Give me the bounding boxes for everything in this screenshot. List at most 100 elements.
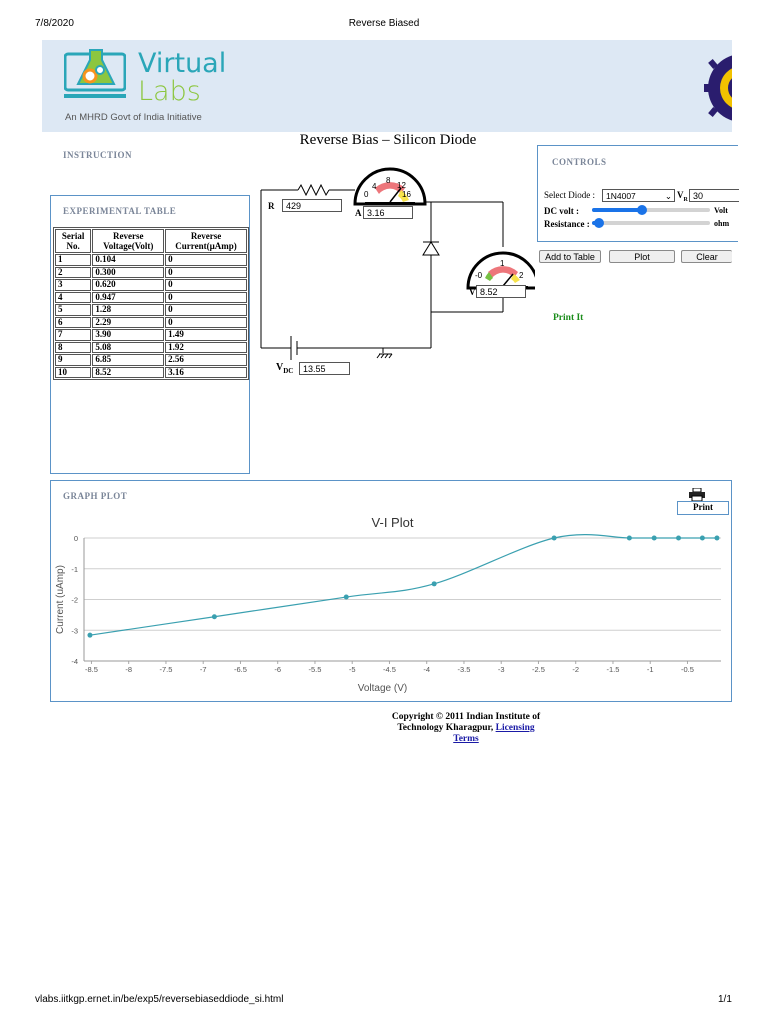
x-tick-label: -4.5 bbox=[383, 665, 396, 674]
current-cell: 0 bbox=[165, 266, 247, 278]
data-point bbox=[714, 535, 720, 541]
ammeter-label: A bbox=[355, 208, 362, 218]
x-tick-label: -8.5 bbox=[85, 665, 98, 674]
graph-print-button[interactable]: Print bbox=[677, 501, 729, 515]
serial-cell: 2 bbox=[55, 266, 92, 278]
current-cell: 0 bbox=[165, 316, 247, 328]
voltmeter-tick-2: 2 bbox=[519, 271, 524, 280]
current-cell: 0 bbox=[165, 304, 247, 316]
y-tick-label: -2 bbox=[71, 596, 78, 605]
experimental-table: Serial No. Reverse Voltage(Volt) Reverse… bbox=[53, 227, 249, 380]
data-point bbox=[626, 535, 632, 541]
dc-volt-label: DC volt : bbox=[544, 206, 579, 216]
x-tick-label: -5 bbox=[349, 665, 356, 674]
page-title: Reverse Bias – Silicon Diode bbox=[299, 132, 477, 148]
experimental-table-panel: EXPERIMENTAL TABLE Serial No. Reverse Vo… bbox=[50, 195, 250, 474]
dc-volt-slider[interactable] bbox=[592, 205, 710, 215]
voltmeter-tick-1: 1 bbox=[500, 259, 505, 268]
data-point bbox=[431, 581, 437, 587]
print-it-link[interactable]: Print It bbox=[553, 313, 584, 323]
x-tick-label: -0.5 bbox=[681, 665, 694, 674]
table-row: 4 0.947 0 bbox=[55, 291, 247, 303]
resistance-unit: ohm bbox=[714, 219, 730, 228]
y-tick-label: -4 bbox=[71, 657, 78, 666]
copyright-text: Copyright © 2011 Indian Institute of Tec… bbox=[391, 712, 541, 744]
x-tick-label: -2 bbox=[572, 665, 579, 674]
add-to-table-button[interactable]: Add to Table bbox=[539, 250, 601, 263]
voltage-cell: 6.85 bbox=[92, 354, 165, 366]
x-tick-label: -2.5 bbox=[532, 665, 545, 674]
voltage-cell: 0.947 bbox=[92, 291, 165, 303]
serial-cell: 7 bbox=[55, 329, 92, 341]
serial-cell: 4 bbox=[55, 291, 92, 303]
data-point bbox=[343, 594, 349, 600]
licensing-terms-link[interactable]: Licensing Terms bbox=[453, 723, 535, 744]
serial-cell: 5 bbox=[55, 304, 92, 316]
y-tick-label: -1 bbox=[71, 565, 78, 574]
graph-plot-panel: GRAPH PLOT Print V-I Plot 0 -1 -2 -3 -4 -8.5 -8… bbox=[50, 480, 732, 702]
voltage-readout: 8.52 bbox=[476, 285, 526, 298]
resistance-slider[interactable] bbox=[592, 218, 710, 228]
x-tick-label: -4 bbox=[423, 665, 430, 674]
data-point bbox=[676, 535, 682, 541]
voltage-cell: 0.300 bbox=[92, 266, 165, 278]
table-row: 5 1.28 0 bbox=[55, 304, 247, 316]
vi-plot-chart: V-I Plot 0 -1 -2 -3 -4 -8.5 -8 -7.5 -7 -6.5 -6 -5.5 -… bbox=[55, 515, 721, 694]
data-point bbox=[87, 632, 93, 638]
chart-title: V-I Plot bbox=[372, 515, 414, 530]
diode-select[interactable]: 1N4007 ⌄ bbox=[602, 189, 675, 202]
table-row: 8 5.08 1.92 bbox=[55, 341, 247, 353]
ammeter-tick-16: 16 bbox=[402, 190, 411, 199]
virtual-labs-logo-icon bbox=[64, 49, 126, 98]
data-point bbox=[211, 614, 217, 620]
serial-cell: 1 bbox=[55, 254, 92, 266]
serial-cell: 8 bbox=[55, 341, 92, 353]
ammeter-tick-0: 0 bbox=[364, 190, 369, 199]
voltage-cell: 1.28 bbox=[92, 304, 165, 316]
printer-icon[interactable] bbox=[689, 488, 705, 501]
table-row: 6 2.29 0 bbox=[55, 316, 247, 328]
plot-button[interactable]: Plot bbox=[609, 250, 675, 263]
voltage-cell: 0.620 bbox=[92, 279, 165, 291]
data-point bbox=[651, 535, 657, 541]
resistance-slider-handle[interactable] bbox=[594, 218, 605, 228]
x-tick-label: -1 bbox=[647, 665, 654, 674]
graph-plot-title: GRAPH PLOT bbox=[63, 491, 128, 501]
voltage-cell: 2.29 bbox=[92, 316, 165, 328]
dc-volt-slider-handle[interactable] bbox=[636, 205, 647, 215]
series-line bbox=[89, 534, 717, 636]
x-tick-label: -8 bbox=[125, 665, 132, 674]
table-row: 2 0.300 0 bbox=[55, 266, 247, 278]
ammeter-gauge-icon bbox=[353, 167, 427, 206]
circuit-diagram bbox=[260, 167, 535, 360]
current-readout: 3.16 bbox=[363, 206, 413, 219]
voltmeter-label: V bbox=[469, 287, 476, 297]
current-cell: 1.92 bbox=[165, 341, 247, 353]
current-cell: 1.49 bbox=[165, 329, 247, 341]
x-tick-label: -3 bbox=[498, 665, 505, 674]
resistor-label: R bbox=[268, 201, 275, 211]
logo-labs-text: Labs bbox=[138, 76, 201, 107]
vdc-readout: 13.55 bbox=[299, 362, 350, 375]
table-row: 3 0.620 0 bbox=[55, 279, 247, 291]
vr-input[interactable]: 30 bbox=[689, 189, 739, 202]
voltage-cell: 0.104 bbox=[92, 254, 165, 266]
x-axis-label: Voltage (V) bbox=[358, 683, 407, 694]
x-tick-label: -7.5 bbox=[159, 665, 172, 674]
data-point bbox=[699, 535, 705, 541]
clear-button[interactable]: Clear bbox=[681, 250, 732, 263]
header-banner: Virtual Labs An MHRD Govt of India Initi… bbox=[42, 40, 732, 132]
column-header-serial: Serial No. bbox=[55, 229, 92, 253]
serial-cell: 9 bbox=[55, 354, 92, 366]
instruction-label[interactable]: INSTRUCTION bbox=[63, 150, 133, 160]
iit-emblem-icon bbox=[704, 55, 732, 121]
x-tick-label: -7 bbox=[200, 665, 207, 674]
ammeter-tick-8: 8 bbox=[386, 176, 391, 185]
table-row: 1 0.104 0 bbox=[55, 254, 247, 266]
print-date: 7/8/2020 bbox=[35, 18, 74, 29]
serial-cell: 10 bbox=[55, 366, 92, 378]
resistance-label: Resistance : bbox=[544, 219, 590, 229]
vdc-label: VDC bbox=[276, 362, 294, 375]
y-axis-label: Current (uAmp) bbox=[55, 565, 66, 634]
print-page-number: 1/1 bbox=[718, 994, 732, 1005]
